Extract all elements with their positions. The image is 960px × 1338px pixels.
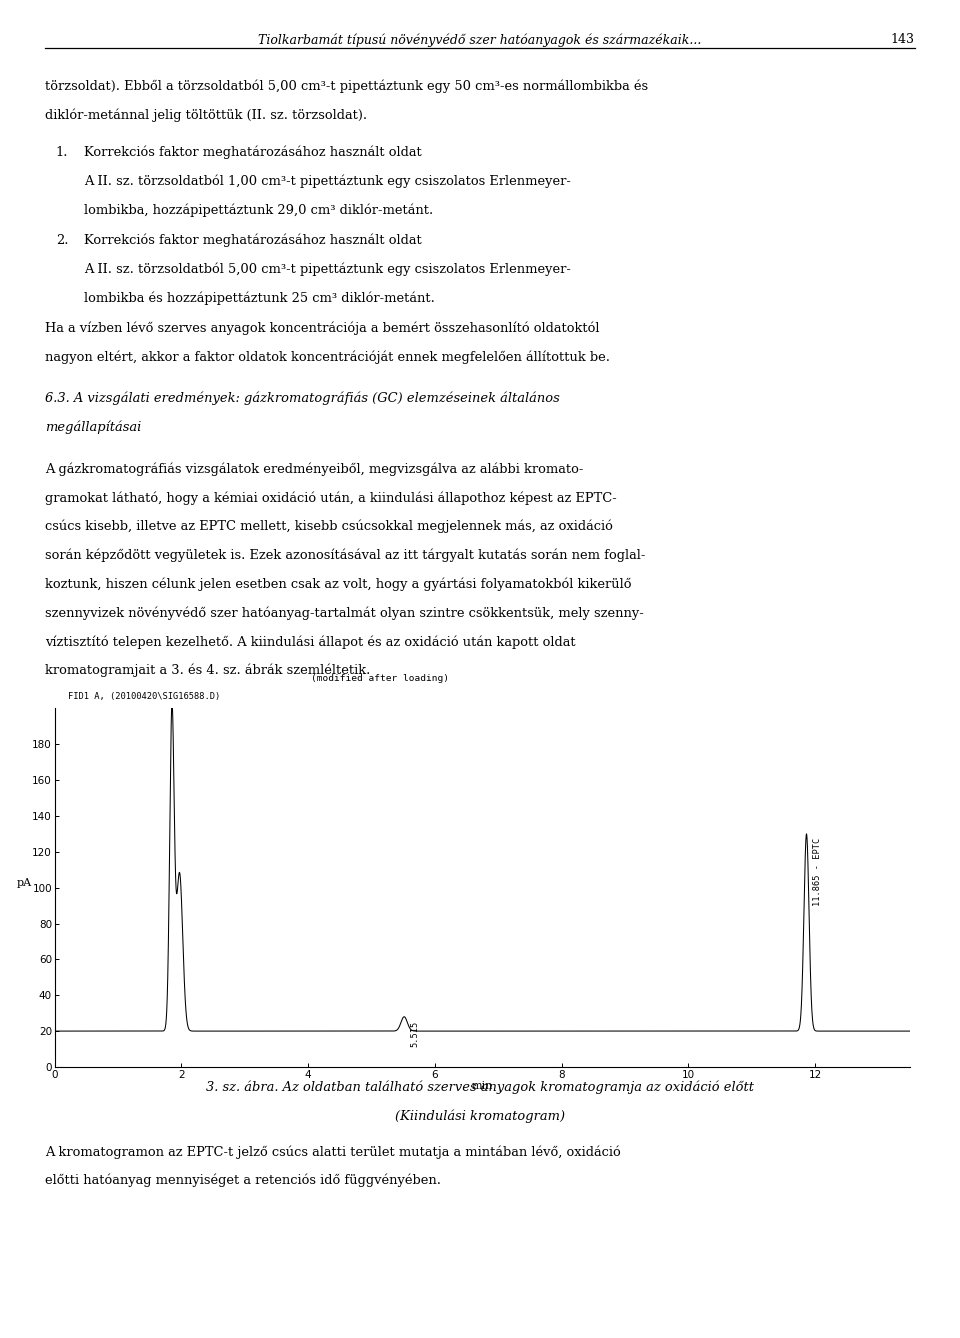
Text: törzsoldat). Ebből a törzsoldatból 5,00 cm³-t pipettáztunk egy 50 cm³-es normáll: törzsoldat). Ebből a törzsoldatból 5,00 … (45, 80, 648, 94)
Text: 2.: 2. (56, 234, 68, 246)
Text: 11.865 - EPTC: 11.865 - EPTC (813, 838, 822, 906)
Text: kromatogramjait a 3. és 4. sz. ábrák szemléltetik.: kromatogramjait a 3. és 4. sz. ábrák sze… (45, 664, 371, 677)
Text: Korrekciós faktor meghatározásához használt oldat: Korrekciós faktor meghatározásához haszn… (84, 146, 422, 159)
Text: (modified after loading): (modified after loading) (311, 674, 448, 684)
Text: A gázkromatográfiás vizsgálatok eredményeiből, megvizsgálva az alábbi kromato-: A gázkromatográfiás vizsgálatok eredmény… (45, 463, 584, 476)
Text: 6.3. A vizsgálati eredmények: gázkromatográfiás (GC) elemzéseinek általános: 6.3. A vizsgálati eredmények: gázkromato… (45, 392, 560, 405)
Text: koztunk, hiszen célunk jelen esetben csak az volt, hogy a gyártási folyamatokból: koztunk, hiszen célunk jelen esetben csa… (45, 578, 632, 591)
Text: (Kiindulási kromatogram): (Kiindulási kromatogram) (395, 1109, 565, 1123)
Text: A II. sz. törzsoldatból 1,00 cm³-t pipettáztunk egy csiszolatos Erlenmeyer-: A II. sz. törzsoldatból 1,00 cm³-t pipet… (84, 175, 571, 189)
Text: gramokat látható, hogy a kémiai oxidáció után, a kiindulási állapothoz képest az: gramokat látható, hogy a kémiai oxidáció… (45, 491, 617, 504)
Text: lombikba és hozzápipettáztunk 25 cm³ diklór-metánt.: lombikba és hozzápipettáztunk 25 cm³ dik… (84, 292, 435, 305)
Text: előtti hatóanyag mennyiséget a retenciós idő függvényében.: előtti hatóanyag mennyiséget a retenciós… (45, 1173, 442, 1187)
Text: A kromatogramon az EPTC-t jelző csúcs alatti terület mutatja a mintában lévő, ox: A kromatogramon az EPTC-t jelző csúcs al… (45, 1145, 621, 1159)
Text: nagyon eltért, akkor a faktor oldatok koncentrációját ennek megfelelően állított: nagyon eltért, akkor a faktor oldatok ko… (45, 351, 611, 364)
Text: víztisztító telepen kezelhető. A kiindulási állapot és az oxidáció után kapott o: víztisztító telepen kezelhető. A kiindul… (45, 636, 576, 649)
X-axis label: min: min (471, 1081, 493, 1090)
Text: Tiolkarbamát típusú növényvédő szer hatóanyagok és származékaik...: Tiolkarbamát típusú növényvédő szer ható… (258, 33, 702, 47)
Text: csúcs kisebb, illetve az EPTC mellett, kisebb csúcsokkal megjelennek más, az oxi: csúcs kisebb, illetve az EPTC mellett, k… (45, 520, 613, 534)
Text: A II. sz. törzsoldatból 5,00 cm³-t pipettáztunk egy csiszolatos Erlenmeyer-: A II. sz. törzsoldatból 5,00 cm³-t pipet… (84, 262, 571, 276)
Text: FID1 A, (20100420\SIG16588.D): FID1 A, (20100420\SIG16588.D) (67, 692, 220, 701)
Y-axis label: pA: pA (16, 878, 32, 887)
Text: megállapításai: megállapításai (45, 420, 141, 435)
Text: szennyvizek növényvédő szer hatóanyag-tartalmát olyan szintre csökkentsük, mely : szennyvizek növényvédő szer hatóanyag-ta… (45, 606, 644, 619)
Text: Ha a vízben lévő szerves anyagok koncentrációja a bemért összehasonlító oldatokt: Ha a vízben lévő szerves anyagok koncent… (45, 321, 600, 334)
Text: 5.515: 5.515 (411, 1021, 420, 1046)
Text: Korrekciós faktor meghatározásához használt oldat: Korrekciós faktor meghatározásához haszn… (84, 234, 422, 248)
Text: 3. sz. ábra. Az oldatban található szerves anyagok kromatogramja az oxidáció elő: 3. sz. ábra. Az oldatban található szerv… (206, 1080, 754, 1094)
Text: lombikba, hozzápipettáztunk 29,0 cm³ diklór-metánt.: lombikba, hozzápipettáztunk 29,0 cm³ dik… (84, 203, 434, 217)
Text: során képződött vegyületek is. Ezek azonosításával az itt tárgyalt kutatás során: során képződött vegyületek is. Ezek azon… (45, 549, 645, 562)
Text: 143: 143 (891, 33, 915, 47)
Text: diklór-metánnal jelig töltöttük (II. sz. törzsoldat).: diklór-metánnal jelig töltöttük (II. sz.… (45, 108, 368, 122)
Text: 1.: 1. (56, 146, 68, 159)
